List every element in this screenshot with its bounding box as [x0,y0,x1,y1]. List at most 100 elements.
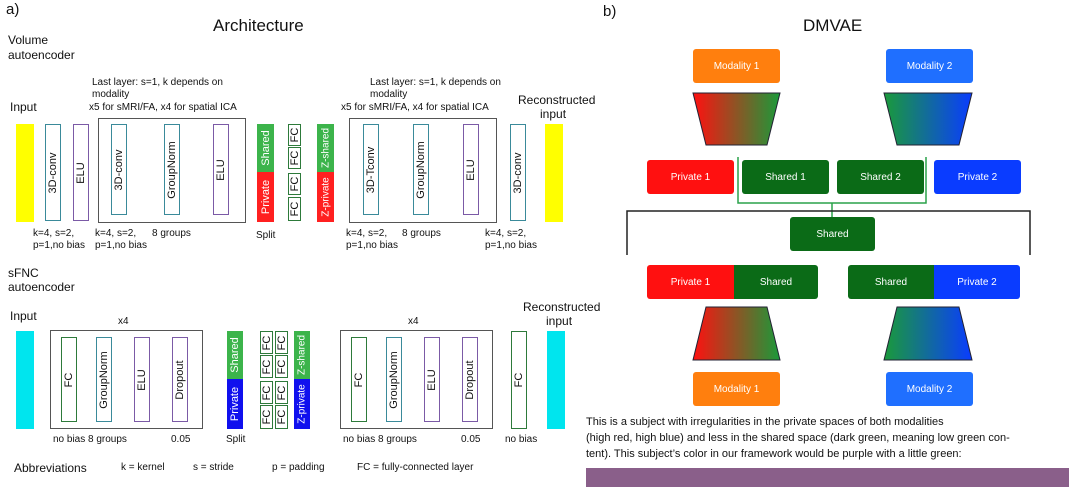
volume-fc-2: FC [288,147,301,169]
sfnc-private-split: Private [227,379,243,429]
vol-param-groups-2: 8 groups [402,228,441,239]
sfnc-output-bar [547,331,565,429]
volume-dec-block [349,118,497,223]
abbrev-fc: FC = fully-connected layer [357,462,474,473]
volume-fc-4: FC [288,197,301,221]
private-2-box: Private 2 [934,160,1021,194]
sfnc-z-shared: Z-shared [294,331,310,379]
sfnc-dec-elu-layer: ELU [424,337,440,422]
sfnc-param-dropout: 0.05 [171,434,191,445]
sfnc-dec-fc-layer: FC [351,337,367,422]
encoder-note-line2: modality [92,89,130,100]
sfnc-fc-3: FC [260,381,273,404]
encoder-1-trapezoid [692,92,781,146]
volume-input-label: Input [10,100,37,114]
vol-param-kernel-4a: k=4, s=2, [485,228,527,239]
sfnc-param-nobias: no bias [53,434,86,445]
shared-combined-box: Shared [790,217,875,251]
volume-enc-block [98,118,246,223]
sfnc-param-nobias-2: no bias [343,434,376,445]
sfnc-recon-label-line2: input [546,314,573,328]
volume-dec-elu-layer: ELU [463,124,479,215]
caption-line3: tent). This subject’s color in our frame… [586,448,962,460]
modality-2-bottom: Modality 2 [886,372,973,406]
volume-enc-groupnorm-layer: GroupNorm [164,124,180,215]
abbrev-k: k = kernel [121,462,165,473]
panel-b-tag: b) [603,3,617,20]
abbrev-s: s = stride [193,462,234,473]
vol-param-kernel-3a: k=4, s=2, [346,228,388,239]
sfnc-fc-4: FC [260,405,273,429]
volume-z-shared: Z-shared [317,124,334,172]
sfnc-label-line1: sFNC [8,266,39,280]
sfnc-shared-split: Shared [227,331,243,379]
sfnc-enc-fc-layer: FC [61,337,77,422]
latent-2-private: Private 2 [934,265,1020,299]
panel-b-title: DMVAE [803,16,863,35]
sfnc-recon-label-line1: Reconstructed [523,300,601,314]
panel-a-title: Architecture [213,16,304,35]
volume-recon-label-line1: Reconstructed [518,93,596,107]
volume-fc-1: FC [288,124,301,146]
shared-2-box: Shared 2 [837,160,924,194]
sfnc-param-groups-2: 8 groups [378,434,417,445]
sfnc-param-split: Split [226,434,246,445]
sfnc-fc-7: FC [275,381,288,404]
sfnc-enc-groupnorm-layer: GroupNorm [96,337,112,422]
sfnc-label-line2: autoencoder [8,280,75,294]
latent-1-private: Private 1 [647,265,734,299]
sfnc-enc-block [50,330,203,429]
encoder-note-line3: x5 for sMRI/FA, x4 for spatial ICA [89,102,237,113]
decoder-note-line1: Last layer: s=1, k depends on [370,77,501,88]
volume-label-line2: autoencoder [8,48,75,62]
volume-fc-3: FC [288,173,301,195]
vol-param-split: Split [256,230,276,241]
volume-enc-conv-layer-2: 3D-conv [111,124,127,215]
sfnc-param-groups: 8 groups [88,434,127,445]
volume-dec-conv-layer: 3D-conv [510,124,526,221]
modality-1-top: Modality 1 [693,49,780,83]
decoder-2-trapezoid [883,306,973,361]
latent-2-shared: Shared [848,265,934,299]
sfnc-input-bar [16,331,34,429]
abbrev-title: Abbreviations [14,461,87,475]
sfnc-fc-5: FC [275,331,288,354]
vol-param-kernel-1b: p=1,no bias [33,240,85,251]
vol-param-groups: 8 groups [152,228,191,239]
volume-enc-elu-layer: ELU [73,124,89,221]
sfnc-input-label: Input [10,309,37,323]
bracket [626,210,1031,255]
latent-1-shared: Shared [734,265,818,299]
sfnc-enc-dropout-layer: Dropout [172,337,188,422]
sfnc-enc-elu-layer: ELU [134,337,150,422]
encoder-note-line1: Last layer: s=1, k depends on [92,77,223,88]
volume-shared-split: Shared [257,124,274,172]
encoder-2-trapezoid [883,92,973,146]
sfnc-fc-1: FC [260,331,273,354]
sfnc-dec-groupnorm-layer: GroupNorm [386,337,402,422]
sfnc-fc-8: FC [275,405,288,429]
shared-1-box: Shared 1 [742,160,829,194]
sfnc-dec-dropout-layer: Dropout [462,337,478,422]
volume-enc-elu-layer-2: ELU [213,124,229,215]
caption-line2: (high red, high blue) and less in the sh… [586,432,1010,444]
caption-line1: This is a subject with irregularities in… [586,416,944,428]
sfnc-dec-fc-final: FC [511,331,527,429]
subject-color-swatch [586,468,1069,487]
sfnc-param-nobias-3: no bias [505,434,538,445]
sfnc-dec-block [340,330,493,429]
volume-dec-tconv-layer: 3D-Tconv [363,124,379,215]
sfnc-fc-6: FC [275,355,288,378]
modality-2-top: Modality 2 [886,49,973,83]
volume-dec-groupnorm-layer: GroupNorm [413,124,429,215]
vol-param-kernel-3b: p=1,no bias [346,240,398,251]
modality-1-bottom: Modality 1 [693,372,780,406]
decoder-note-line2: modality [370,89,408,100]
decoder-note-line3: x5 for sMRI/FA, x4 for spatial ICA [341,102,489,113]
sfnc-dec-x4: x4 [408,316,419,327]
vol-param-kernel-1a: k=4, s=2, [33,228,75,239]
volume-enc-conv-layer: 3D-conv [45,124,61,221]
vol-param-kernel-2a: k=4, s=2, [95,228,137,239]
